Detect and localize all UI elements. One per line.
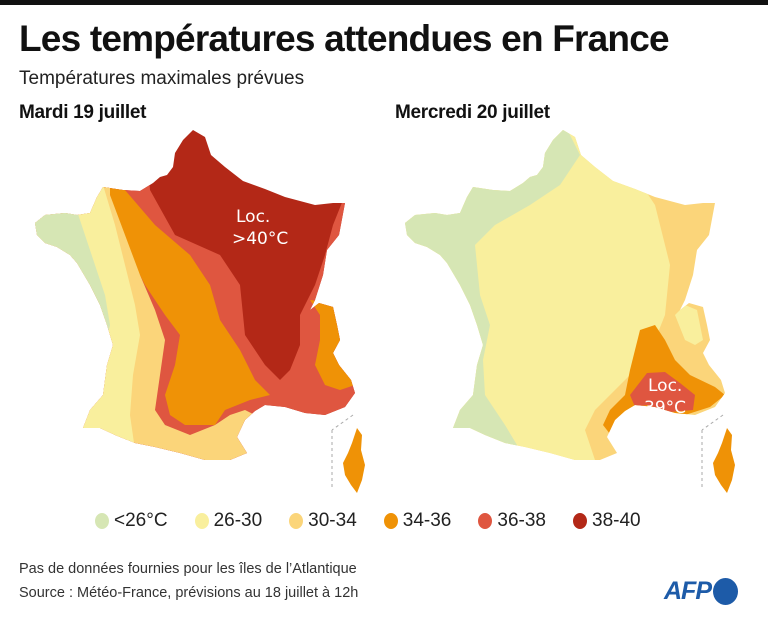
map-1-annotation-line2: >40°C (232, 229, 288, 249)
legend-swatch (289, 513, 303, 529)
footer-note: Pas de données fournies pour les îles de… (19, 561, 357, 577)
map-2-annotation-line2: 39°C (644, 398, 686, 418)
zone-26-30 (385, 125, 670, 460)
page-subtitle: Températures maximales prévues (19, 68, 304, 90)
legend-swatch (573, 513, 587, 529)
map-2-annotation-line1: Loc. (648, 376, 682, 396)
afp-logo-text: AFP (664, 577, 711, 606)
legend-item: <26°C (95, 510, 168, 532)
afp-logo-dot (713, 578, 738, 605)
footer-source: Source : Météo-France, prévisions au 18 … (19, 585, 358, 601)
legend-label: <26°C (114, 510, 168, 532)
corsica (713, 428, 735, 493)
legend-swatch (384, 513, 398, 529)
corsica-divider (332, 415, 353, 430)
corsica-divider (702, 415, 723, 430)
corsica (343, 428, 365, 493)
legend-swatch (195, 513, 209, 529)
legend-item: 26-30 (195, 510, 263, 532)
top-rule (0, 0, 768, 5)
legend-item: 34-36 (384, 510, 452, 532)
legend-label: 30-34 (308, 510, 357, 532)
legend-label: 26-30 (214, 510, 263, 532)
legend-label: 38-40 (592, 510, 641, 532)
legend-swatch (95, 513, 109, 529)
legend-label: 36-38 (497, 510, 546, 532)
legend-item: 36-38 (478, 510, 546, 532)
legend-label: 34-36 (403, 510, 452, 532)
zone-26-30 (15, 125, 140, 450)
legend-swatch (478, 513, 492, 529)
map-1-annotation-line1: Loc. (236, 207, 270, 227)
legend-item: 38-40 (573, 510, 641, 532)
map-1-day-label: Mardi 19 juillet (19, 102, 146, 124)
map-2-day-label: Mercredi 20 juillet (395, 102, 550, 124)
map-wednesday: Loc. 39°C (385, 125, 755, 500)
afp-logo: AFP (664, 577, 738, 606)
page-title: Les températures attendues en France (19, 18, 669, 60)
legend-item: 30-34 (289, 510, 357, 532)
map-tuesday: Loc. >40°C (15, 125, 385, 500)
legend: <26°C 26-30 30-34 34-36 36-38 38-40 (95, 510, 668, 532)
